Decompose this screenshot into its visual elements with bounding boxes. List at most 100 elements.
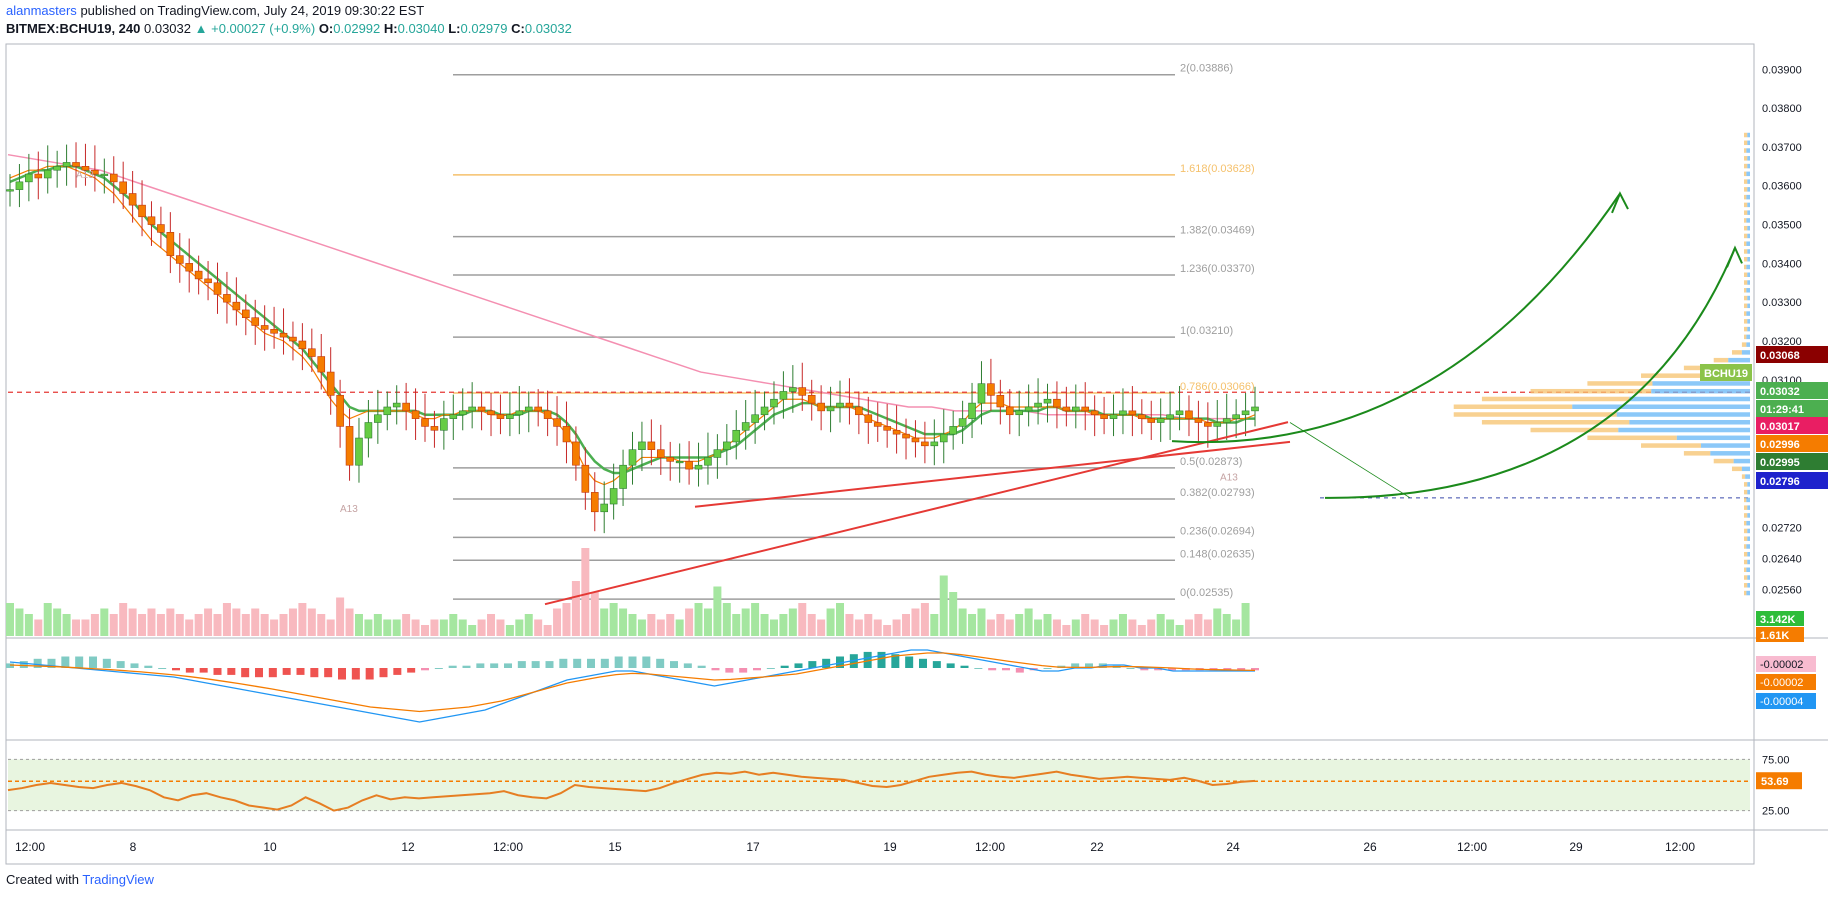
volume-bar (147, 608, 156, 636)
candle-body (562, 426, 571, 443)
volume-bar (930, 614, 939, 636)
macd-label-text: -0.00002 (1760, 677, 1803, 689)
macd-histogram-bar (891, 654, 900, 668)
volume-bar (449, 614, 458, 636)
candle-body (779, 391, 788, 400)
candle-body (798, 387, 807, 396)
candle-body (685, 461, 693, 470)
candle-body (807, 395, 816, 404)
candle-body (1109, 414, 1118, 419)
candle-body (185, 263, 194, 272)
volume-bar (100, 608, 109, 636)
time-tick-label: 19 (883, 840, 897, 854)
macd-histogram-bar (421, 668, 429, 671)
macd-histogram-bar (656, 658, 665, 668)
profile-bar-down (1747, 513, 1750, 518)
profile-bar-down (1733, 458, 1750, 464)
profile-bar-up (1744, 233, 1748, 239)
candle-body (524, 406, 533, 412)
rsi-tick-label: 75.00 (1762, 754, 1790, 766)
profile-bar-down (1747, 536, 1750, 541)
candle-body (553, 418, 561, 427)
volume-bar (609, 603, 618, 636)
volume-bar (477, 619, 486, 636)
macd-histogram-bar (1015, 668, 1024, 673)
profile-bar-down (1700, 443, 1750, 448)
candle-body (609, 488, 618, 505)
volume-bar (1034, 619, 1043, 636)
price-axis[interactable]: 0.03900 0.03800 0.03700 0.03600 0.03500 0.034… (1700, 64, 1828, 818)
volume-bar (873, 619, 882, 636)
volume-bar (1043, 614, 1052, 636)
price-tick-label: 0.03500 (1762, 220, 1802, 232)
author-link[interactable]: alanmasters (6, 3, 77, 18)
profile-bar-up (1744, 295, 1748, 301)
candle-body (619, 464, 627, 489)
candle-body (855, 406, 863, 416)
time-axis[interactable]: 12:00 8 10 12 12:00 15 17 19 12:00 22 24 26 12:00 29 1… (15, 840, 1695, 854)
volume-bar (769, 619, 778, 636)
candle-body (845, 402, 854, 408)
candle-body (1034, 402, 1042, 408)
candle-body (364, 422, 373, 439)
volume-bar (194, 614, 203, 636)
macd-histogram-bar (1237, 668, 1246, 671)
candle-body (515, 410, 524, 416)
volume-bar (779, 614, 788, 636)
profile-bar-down (1747, 295, 1750, 301)
candle-body (939, 433, 948, 443)
time-tick-label: 10 (263, 840, 277, 854)
candle-body (1024, 406, 1033, 412)
profile-bar-down (1746, 311, 1750, 316)
volume-bar (666, 614, 675, 636)
candle-body (383, 406, 392, 416)
volume-bar (1071, 619, 1080, 636)
candle-body (487, 410, 495, 416)
volume-bar (1090, 619, 1099, 636)
profile-bar-up (1744, 505, 1748, 510)
profile-bar-up (1530, 427, 1619, 433)
candle-body (572, 441, 580, 466)
volume-bar (241, 614, 250, 636)
candle-body (741, 422, 750, 431)
macd-histogram-bar (600, 658, 609, 668)
profile-bar-up (1744, 187, 1748, 192)
volume-bar (996, 614, 1005, 636)
candle-body (298, 340, 307, 350)
volume-bar (713, 586, 722, 636)
macd-histogram-bar (545, 661, 554, 668)
candle-body (260, 325, 269, 330)
fibonacci-extension[interactable]: 2(0.03886) 1.618(0.03628) 1.382(0.03469) 1.… (8, 63, 1750, 600)
profile-bar-down (1747, 179, 1750, 184)
candle-body (91, 169, 99, 175)
profile-bar-up (1744, 256, 1748, 262)
candle-body (175, 255, 184, 264)
drawings[interactable]: A13 A13 A13 (76, 170, 1743, 606)
fib-level-label: 1.382(0.03469) (1180, 225, 1255, 237)
candle-body (723, 441, 731, 450)
profile-bar-up (1744, 590, 1747, 596)
time-tick-label: 12:00 (975, 840, 1005, 854)
profile-bar-down (1746, 148, 1750, 153)
profile-bar-down (1747, 249, 1750, 254)
volume-bar (204, 608, 213, 636)
profile-bar-down (1747, 303, 1750, 309)
candle-body (506, 414, 514, 419)
tradingview-logo[interactable]: TradingView (82, 872, 154, 887)
candle-body (317, 356, 326, 373)
profile-bar-down (1747, 272, 1750, 278)
candle-body (6, 189, 14, 192)
profile-bar-up (1744, 132, 1748, 138)
macd-histogram-bar (144, 665, 153, 668)
macd-histogram-bar (780, 665, 789, 668)
volume-bar (458, 619, 467, 636)
macd-histogram-bar (614, 656, 623, 668)
volume-bar (694, 603, 703, 636)
profile-bar-down (1747, 551, 1750, 557)
macd-histogram-bar (490, 663, 499, 668)
profile-bar-down (1746, 520, 1750, 526)
macd-histogram-bar (670, 661, 678, 668)
candle-body (72, 162, 80, 167)
fib-level-label: 1.236(0.03370) (1180, 263, 1255, 275)
